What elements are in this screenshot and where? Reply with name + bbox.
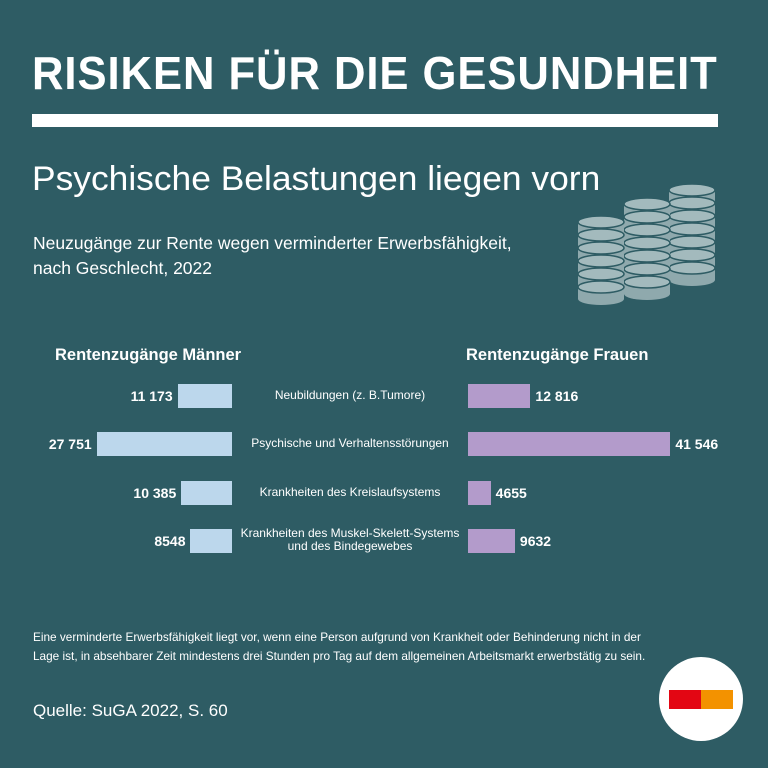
coin (577, 280, 625, 305)
category-label: Krankheiten des Muskel-Skelett-Systems u… (240, 526, 460, 553)
series-name: Rentenzugänge Frauen (466, 346, 649, 364)
value-label: 9632 (519, 533, 552, 549)
logo-orange (701, 690, 733, 709)
bar (468, 384, 531, 408)
value-label: 10 385 (133, 485, 177, 501)
value-label: 12 816 (535, 388, 579, 404)
coin (623, 275, 671, 300)
description: nach Geschlecht, 2022 (33, 258, 213, 278)
category-label: Neubildungen (z. B.Tumore) (274, 387, 426, 402)
category-label: Krankheiten des Kreislaufsystems (259, 484, 441, 499)
value-label: 11 173 (130, 388, 173, 404)
title-rule (32, 114, 718, 127)
logo-red (669, 690, 701, 709)
bar (468, 529, 515, 553)
coin (668, 261, 716, 286)
value-label: 8548 (154, 533, 186, 549)
value-label: 27 751 (48, 436, 92, 452)
bar (468, 432, 671, 456)
title: RISIKEN FÜR DIE GESUNDHEIT (32, 47, 718, 99)
footnote: Eine verminderte Erwerbsfähigkeit liegt … (33, 630, 641, 644)
value-label: 4655 (495, 485, 527, 501)
series-name: Rentenzugänge Männer (55, 346, 242, 364)
bar (468, 481, 491, 505)
bar (96, 432, 232, 456)
footnote: Lage ist, in absehbarer Zeit mindestens … (33, 649, 646, 663)
bar (190, 529, 232, 553)
subtitle: Psychische Belastungen liegen vorn (32, 160, 601, 198)
source: Quelle: SuGA 2022, S. 60 (33, 701, 228, 720)
description: Neuzugänge zur Rente wegen verminderter … (33, 233, 512, 253)
value-label: 41 546 (675, 436, 719, 452)
bar (177, 384, 232, 408)
category-label: Psychische und Verhaltensstörungen (251, 435, 449, 450)
bar (181, 481, 232, 505)
